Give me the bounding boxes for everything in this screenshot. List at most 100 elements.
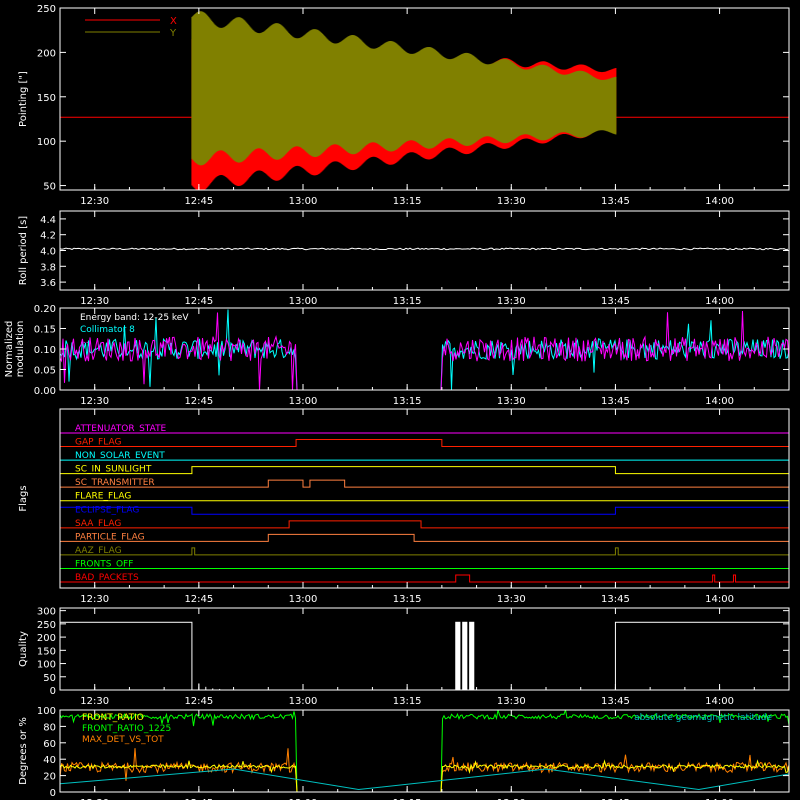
panel-modulation: 12:30 12:45 13:00 13:15 13:30 13:45 14:00 0.00 0… (4, 304, 790, 407)
ytick-label: 80 (43, 722, 56, 733)
series-roll-period (60, 247, 789, 251)
xtick-label: 13:45 (601, 196, 630, 207)
ytick-label: 50 (43, 673, 56, 684)
xtick-label: 13:30 (497, 594, 526, 605)
ytick-label: 0.20 (34, 304, 56, 315)
ytick-label: 200 (37, 633, 56, 644)
ylabel-ratios: Degrees or % (18, 717, 29, 785)
xtick-label: 13:00 (289, 696, 318, 707)
xtick-label: 12:30 (80, 296, 109, 307)
legend-label-1: ... (80, 336, 89, 346)
xtick-label: 12:30 (80, 396, 109, 407)
plot-area-roll (60, 247, 789, 251)
series-FRONT_RATIO_1225 (60, 710, 789, 792)
xtick-label: 13:00 (289, 196, 318, 207)
xtick-label: 12:30 (80, 696, 109, 707)
series-Collimator 8 (60, 309, 789, 390)
xtick-label: 13:45 (601, 296, 630, 307)
axes-frame-flags (59, 408, 790, 589)
xtick-label: 14:00 (705, 594, 734, 605)
ylabel-pointing: Pointing ["] (18, 71, 29, 127)
xtick-label: 13:15 (393, 798, 422, 800)
flag-label-eclipse_flag: ECLIPSE_FLAG (75, 505, 139, 515)
xtick-label: 13:30 (497, 396, 526, 407)
ylabel-quality: Quality (18, 631, 29, 667)
series-FRONT_RATIO (60, 759, 789, 792)
axes-frame-ratios (59, 709, 790, 793)
quality-bar-fill-3 (469, 622, 474, 690)
plot-area-ratios (60, 710, 789, 792)
xtick-label: 13:15 (393, 396, 422, 407)
xtick-label: 13:00 (289, 296, 318, 307)
ytick-label: 300 (37, 607, 56, 618)
legend-label-0: Collimator 8 (80, 325, 135, 335)
flag-label-gap_flag: GAP_FLAG (75, 438, 121, 448)
xtick-label: 13:45 (601, 396, 630, 407)
xtick-label: 12:45 (184, 594, 213, 605)
xtick-label: 12:30 (80, 196, 109, 207)
xtick-label: 13:15 (393, 196, 422, 207)
flag-line-aaz_flag (60, 547, 789, 556)
plot-area-flags: ATTENUATOR_STATE GAP_FLAG NON_SOLAR_EVENT S… (60, 424, 789, 583)
ytick-label: 0 (50, 686, 56, 697)
xtick-label: 13:00 (289, 798, 318, 800)
quality-bar-fill-2 (462, 622, 467, 690)
ylabel-modulation: modulation (15, 321, 26, 378)
series-geomagnetic-latitude (60, 768, 789, 791)
xtick-label: 13:45 (601, 696, 630, 707)
panel-pointing: 12:30 12:45 13:00 13:15 13:30 13:45 14:00 50 100… (18, 4, 790, 207)
flag-label-attenuator_state: ATTENUATOR_STATE (75, 424, 167, 434)
xtick-label: 14:00 (705, 196, 734, 207)
flag-line-saa_flag (60, 520, 789, 529)
panel-roll: 12:30 12:45 13:00 13:15 13:30 13:45 14:00 3.6 3.… (18, 210, 790, 307)
flag-label-bad_packets: BAD_PACKETS (75, 573, 139, 583)
ytick-label: 4.0 (40, 247, 56, 258)
ytick-label: 250 (37, 620, 56, 631)
ytick-label: 0.00 (34, 386, 56, 397)
xtick-label: 12:45 (184, 296, 213, 307)
xtick-label: 13:45 (601, 594, 630, 605)
ylabel-flags: Flags (18, 485, 29, 511)
ytick-label: 0.10 (34, 345, 56, 356)
quality-bar-0 (60, 621, 193, 690)
flag-line-sc_transmitter (60, 479, 789, 488)
ytick-label: 0 (50, 788, 56, 799)
series-Y-band (191, 11, 617, 166)
legend-label-Y: Y (169, 28, 177, 39)
quality-bar-fill-1 (455, 622, 460, 690)
quality-bar-4 (614, 621, 789, 690)
annotation-geomagnetic: absolute geomagnetic latitude (634, 713, 772, 723)
flag-label-non_solar_event: NON_SOLAR_EVENT (75, 451, 165, 461)
ytick-label: 150 (37, 93, 56, 104)
flag-label-flare_flag: FLARE_FLAG (75, 492, 131, 502)
ytick-label: 3.8 (40, 262, 56, 273)
xtick-label: 13:30 (497, 798, 526, 800)
flag-label-sc_transmitter: SC_TRANSMITTER (75, 478, 155, 488)
ytick-label: 100 (37, 660, 56, 671)
flag-label-sc_in_sunlight: SC_IN_SUNLIGHT (75, 465, 152, 475)
annotation-energy-band: Energy band: 12-25 keV (80, 313, 189, 323)
xtick-label: 13:00 (289, 396, 318, 407)
ytick-label: 3.6 (40, 278, 56, 289)
ytick-label: 0.05 (34, 366, 56, 377)
xtick-label: 13:15 (393, 696, 422, 707)
ytick-label: 4.2 (40, 231, 56, 242)
series-MAX_DET_VS_TOT (60, 748, 789, 792)
xtick-label: 13:30 (497, 296, 526, 307)
xtick-label: 13:30 (497, 196, 526, 207)
legend-label-X: X (170, 16, 177, 27)
flag-line-particle_flag (60, 533, 789, 542)
panel-quality: 12:30 12:45 13:00 13:15 13:30 13:45 14:00 0 50 10… (18, 607, 790, 707)
ytick-label: 50 (43, 182, 56, 193)
ytick-label: 100 (37, 706, 56, 717)
panel-ratios: 12:30 12:45 13:00 13:15 13:30 13:45 14:00 0 20 40… (18, 706, 790, 800)
xtick-label: 14:00 (705, 396, 734, 407)
ytick-label: 60 (43, 739, 56, 750)
xtick-label: 12:45 (184, 696, 213, 707)
xtick-label: 14:00 (705, 798, 734, 800)
xtick-label: 12:30 (80, 798, 109, 800)
flag-line-gap_flag (60, 439, 789, 448)
axes-frame-roll (59, 210, 790, 291)
xtick-label: 12:45 (184, 798, 213, 800)
